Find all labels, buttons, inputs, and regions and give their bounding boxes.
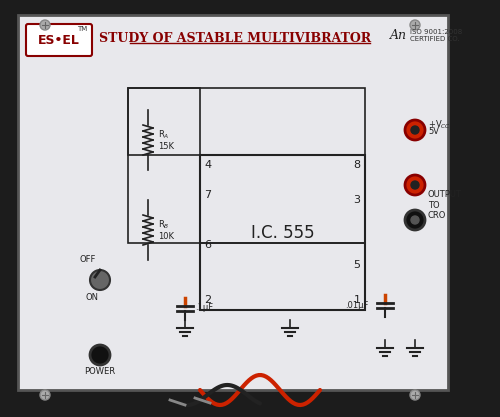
Circle shape [40,20,50,30]
Bar [18,15,448,390]
Text: 4: 4 [204,160,212,170]
Text: R$_A$
15K: R$_A$ 15K [158,128,174,151]
Bar [128,88,365,155]
Circle shape [90,345,110,365]
Text: .01μF: .01μF [345,301,368,309]
Text: ISO 9001:2008: ISO 9001:2008 [410,29,462,35]
Bar [200,243,365,310]
Text: OFF: OFF [80,256,96,264]
Bar [128,88,200,243]
Text: TM: TM [77,26,87,32]
Text: CERTIFIED CO.: CERTIFIED CO. [410,36,460,42]
Text: An: An [390,28,407,42]
Text: 2: 2 [204,295,212,305]
Circle shape [405,175,425,195]
Circle shape [40,390,50,400]
Text: +V$_{CC}$: +V$_{CC}$ [428,119,451,131]
Text: R$_B$
10K: R$_B$ 10K [158,219,174,241]
Circle shape [405,120,425,140]
Bar [200,155,365,243]
Text: 3: 3 [354,195,360,205]
Text: 6: 6 [204,240,212,250]
Text: .1μF: .1μF [195,304,213,312]
Text: 5V: 5V [428,128,439,136]
Circle shape [410,20,420,30]
Circle shape [411,216,419,224]
Circle shape [405,210,425,230]
Text: 5: 5 [354,260,360,270]
Text: ON: ON [85,292,98,301]
Bar [200,155,365,310]
Text: OUTPUT
TO
CRO: OUTPUT TO CRO [428,190,462,220]
FancyBboxPatch shape [26,24,92,56]
Text: 1: 1 [354,295,360,305]
Text: 8: 8 [354,160,360,170]
Text: POWER: POWER [84,367,116,377]
Circle shape [411,181,419,189]
Text: 7: 7 [204,190,212,200]
Text: I.C. 555: I.C. 555 [250,224,314,241]
Circle shape [410,390,420,400]
Text: STUDY OF ASTABLE MULTIVIBRATOR: STUDY OF ASTABLE MULTIVIBRATOR [99,32,371,45]
Circle shape [90,270,110,290]
Circle shape [411,126,419,134]
Text: ES•EL: ES•EL [38,33,80,47]
